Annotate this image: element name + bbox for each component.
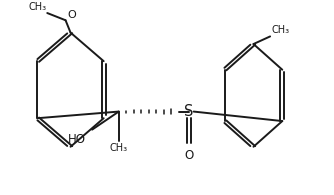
Text: O: O xyxy=(67,10,76,20)
Text: CH₃: CH₃ xyxy=(110,143,128,153)
Text: S: S xyxy=(184,104,193,119)
Text: CH₃: CH₃ xyxy=(28,3,46,12)
Text: HO: HO xyxy=(67,133,86,146)
Text: O: O xyxy=(184,149,193,162)
Text: CH₃: CH₃ xyxy=(272,26,290,35)
